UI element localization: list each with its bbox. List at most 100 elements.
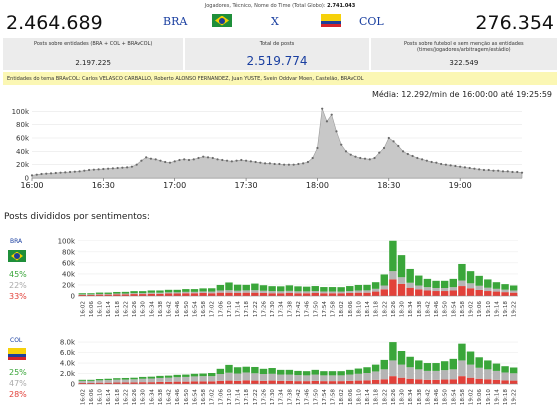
area-point bbox=[240, 158, 243, 162]
bar-segment-neutral bbox=[458, 360, 466, 377]
bar-segment-positive bbox=[449, 278, 458, 288]
bar-segment-neutral bbox=[147, 292, 156, 294]
bar-segment-negative bbox=[492, 379, 501, 384]
bar-segment-positive bbox=[164, 289, 173, 293]
bar-segment-positive bbox=[311, 369, 319, 375]
bar-segment-negative bbox=[121, 382, 130, 384]
x-tick-label: 18:38 bbox=[417, 301, 423, 318]
bar-segment-negative bbox=[415, 379, 423, 384]
bar-segment-negative bbox=[216, 380, 225, 384]
bar-segment-negative bbox=[130, 294, 138, 296]
area-point bbox=[287, 163, 290, 166]
bar-segment-negative bbox=[277, 380, 285, 384]
area-point bbox=[430, 160, 433, 164]
bar-segment-negative bbox=[320, 381, 328, 384]
bar-segment-positive bbox=[406, 268, 414, 283]
x-tick-label: 19:02 bbox=[469, 389, 475, 405]
bar-segment-positive bbox=[95, 379, 104, 381]
bar-segment-positive bbox=[389, 240, 397, 272]
bar-segment-negative bbox=[509, 292, 518, 296]
bar-segment-positive bbox=[371, 364, 380, 372]
area-point bbox=[221, 158, 224, 162]
bar-segment-negative bbox=[121, 294, 130, 296]
bra-neutral-pct: 22% bbox=[9, 281, 27, 290]
bar-segment-negative bbox=[268, 380, 276, 384]
bar-segment-neutral bbox=[328, 375, 337, 382]
area-point bbox=[373, 156, 376, 160]
area-point bbox=[149, 157, 153, 160]
bar-segment-neutral bbox=[415, 285, 423, 290]
x-tick-label: 17:22 bbox=[253, 301, 259, 317]
area-point bbox=[397, 144, 400, 148]
x-tick-label: 18:30 bbox=[377, 181, 400, 190]
bar-segment-neutral bbox=[363, 290, 371, 293]
bar-segment-neutral bbox=[406, 367, 414, 379]
x-tick-label: 16:58 bbox=[201, 389, 207, 406]
area-point bbox=[459, 165, 462, 168]
area-point bbox=[187, 158, 191, 162]
bar-segment-positive bbox=[259, 285, 268, 291]
area-point bbox=[154, 158, 157, 161]
bar-segment-neutral bbox=[466, 283, 475, 289]
bar-segment-positive bbox=[208, 288, 216, 292]
x-tick-label: 16:30 bbox=[141, 389, 147, 406]
bar-segment-positive bbox=[423, 363, 432, 371]
bar-segment-positive bbox=[251, 283, 259, 291]
bar-segment-positive bbox=[328, 287, 337, 292]
area-point bbox=[264, 162, 267, 165]
versus-label: X bbox=[271, 15, 279, 28]
bar-segment-positive bbox=[509, 285, 518, 291]
bar-segment-negative bbox=[78, 382, 87, 384]
bar-segment-neutral bbox=[371, 371, 380, 380]
x-tick-label: 16:06 bbox=[89, 389, 95, 406]
area-point bbox=[420, 158, 424, 161]
bar-segment-neutral bbox=[458, 280, 466, 287]
bar-segment-positive bbox=[277, 369, 285, 375]
area-point bbox=[211, 156, 214, 160]
col-total: 276.354 bbox=[475, 12, 554, 34]
bar-segment-neutral bbox=[208, 376, 216, 382]
area-point bbox=[178, 158, 181, 162]
bar-segment-neutral bbox=[294, 291, 302, 294]
bar-segment-neutral bbox=[138, 378, 147, 383]
area-point bbox=[344, 150, 348, 153]
bra-positive-pct: 45% bbox=[9, 270, 27, 279]
bar-segment-negative bbox=[320, 293, 328, 296]
area-point bbox=[102, 167, 105, 171]
bar-segment-negative bbox=[294, 293, 302, 296]
bar-segment-neutral bbox=[475, 285, 483, 290]
bar-segment-negative bbox=[484, 379, 492, 384]
area-point bbox=[278, 162, 281, 166]
bar-segment-neutral bbox=[346, 374, 354, 381]
bar-segment-neutral bbox=[130, 293, 138, 295]
bar-segment-positive bbox=[380, 274, 388, 286]
area-point bbox=[173, 160, 176, 163]
x-tick-label: 18:50 bbox=[443, 389, 449, 406]
bar-segment-negative bbox=[346, 380, 354, 384]
area-point bbox=[325, 120, 329, 123]
area-point bbox=[506, 170, 509, 173]
bar-segment-negative bbox=[475, 378, 483, 384]
area-point bbox=[159, 159, 162, 162]
x-tick-label: 16:38 bbox=[158, 389, 164, 406]
bar-segment-negative bbox=[337, 293, 345, 296]
bra-total: 2.464.689 bbox=[6, 12, 103, 34]
bar-segment-neutral bbox=[156, 377, 164, 382]
area-point bbox=[449, 164, 452, 167]
stat-total: Total de posts 2.519.774 bbox=[185, 38, 369, 70]
area-point bbox=[126, 166, 129, 169]
bar-segment-neutral bbox=[492, 370, 501, 380]
bar-segment-negative bbox=[268, 293, 276, 296]
x-tick-label: 16:54 bbox=[192, 301, 198, 318]
area-point bbox=[440, 162, 443, 166]
bar-segment-negative bbox=[87, 294, 95, 296]
x-tick-label: 16:02 bbox=[80, 301, 86, 317]
x-tick-label: 19:22 bbox=[512, 301, 518, 317]
area-point bbox=[235, 159, 238, 162]
area-point bbox=[97, 168, 100, 171]
x-tick-label: 17:30 bbox=[235, 181, 258, 190]
bar-segment-positive bbox=[415, 275, 423, 286]
x-tick-label: 18:00 bbox=[306, 181, 329, 190]
bar-segment-neutral bbox=[113, 379, 121, 383]
bar-segment-positive bbox=[285, 285, 294, 291]
